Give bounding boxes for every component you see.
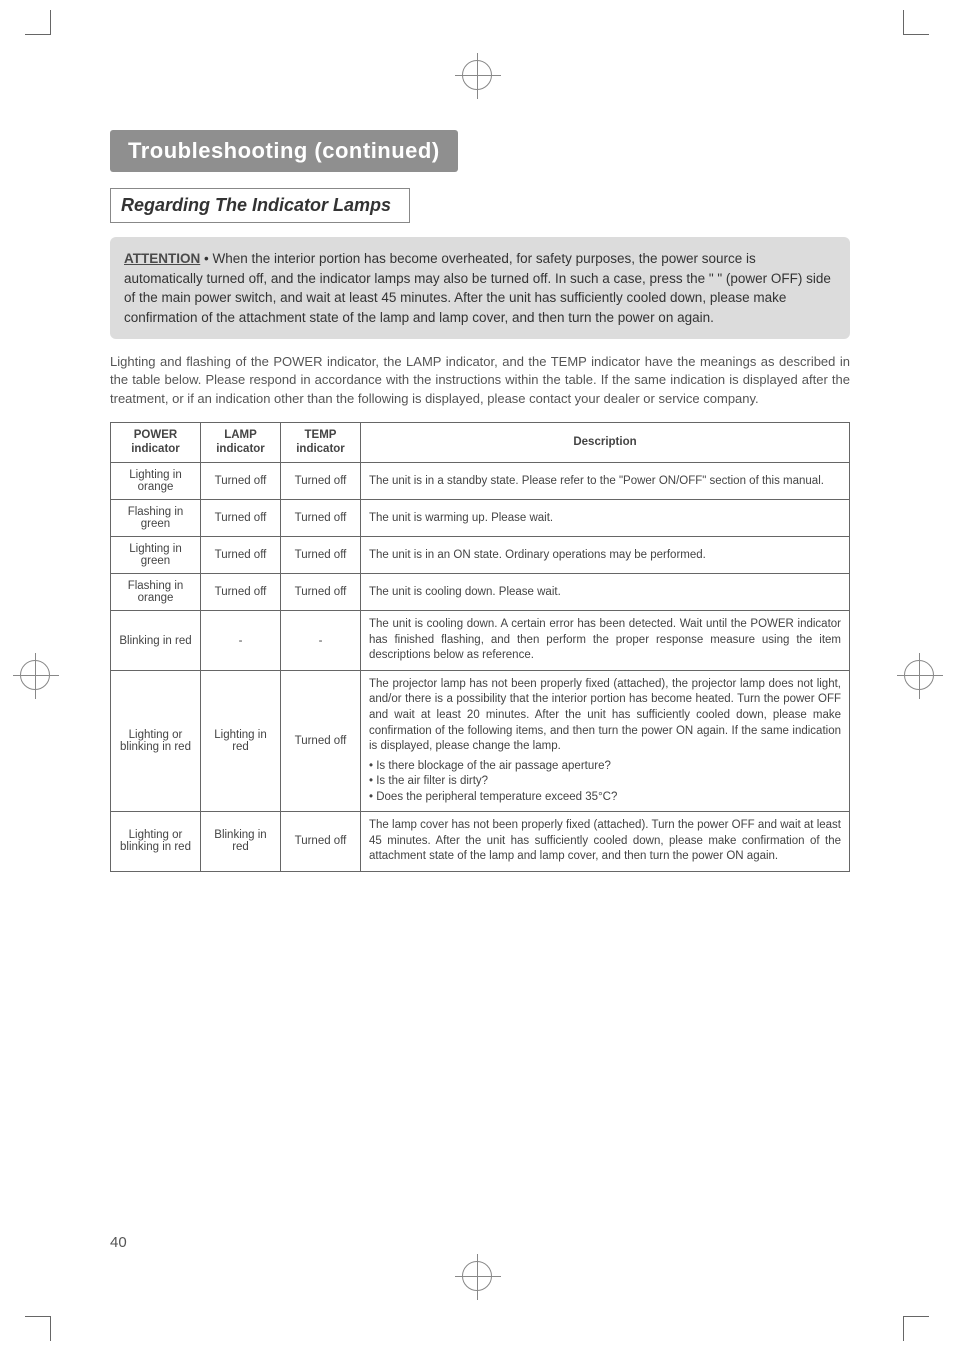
bullet-item: Does the peripheral temperature exceed 3… bbox=[369, 790, 841, 806]
registration-mark bbox=[20, 660, 50, 690]
cell-desc: The unit is cooling down. Please wait. bbox=[361, 574, 850, 611]
attention-text: • When the interior portion has become o… bbox=[124, 251, 831, 325]
crop-mark bbox=[25, 34, 50, 35]
crop-mark bbox=[25, 1316, 50, 1317]
table-row: Lighting in green Turned off Turned off … bbox=[111, 537, 850, 574]
table-row: Lighting or blinking in red Lighting in … bbox=[111, 670, 850, 811]
registration-mark bbox=[904, 660, 934, 690]
cell-power: Flashing in orange bbox=[111, 574, 201, 611]
cell-desc: The unit is warming up. Please wait. bbox=[361, 500, 850, 537]
section-title: Troubleshooting (continued) bbox=[110, 130, 458, 172]
cell-lamp: Turned off bbox=[201, 574, 281, 611]
cell-lamp: Turned off bbox=[201, 463, 281, 500]
bullet-item: Is there blockage of the air passage ape… bbox=[369, 759, 841, 775]
cell-desc: The unit is in an ON state. Ordinary ope… bbox=[361, 537, 850, 574]
bullet-item: Is the air filter is dirty? bbox=[369, 774, 841, 790]
table-row: Lighting in orange Turned off Turned off… bbox=[111, 463, 850, 500]
indicator-table: POWER indicator LAMP indicator TEMP indi… bbox=[110, 422, 850, 872]
crop-mark bbox=[903, 10, 904, 35]
cell-temp: Turned off bbox=[281, 537, 361, 574]
cell-desc: The projector lamp has not been properly… bbox=[361, 670, 850, 811]
cell-temp: Turned off bbox=[281, 670, 361, 811]
cell-power: Lighting or blinking in red bbox=[111, 812, 201, 872]
cell-power: Lighting in orange bbox=[111, 463, 201, 500]
cell-desc: The unit is cooling down. A certain erro… bbox=[361, 611, 850, 671]
cell-temp: Turned off bbox=[281, 574, 361, 611]
registration-mark bbox=[462, 60, 492, 90]
col-desc: Description bbox=[361, 422, 850, 463]
cell-temp: Turned off bbox=[281, 500, 361, 537]
cell-temp: Turned off bbox=[281, 463, 361, 500]
cell-lamp: Turned off bbox=[201, 537, 281, 574]
cell-desc: The lamp cover has not been properly fix… bbox=[361, 812, 850, 872]
table-row: Blinking in red - - The unit is cooling … bbox=[111, 611, 850, 671]
attention-box: ATTENTION • When the interior portion ha… bbox=[110, 237, 850, 339]
cell-lamp: Blinking in red bbox=[201, 812, 281, 872]
cell-desc: The unit is in a standby state. Please r… bbox=[361, 463, 850, 500]
table-header-row: POWER indicator LAMP indicator TEMP indi… bbox=[111, 422, 850, 463]
subtitle-text: Regarding The Indicator Lamps bbox=[121, 195, 391, 215]
col-power: POWER indicator bbox=[111, 422, 201, 463]
page-number: 40 bbox=[110, 1234, 127, 1251]
cell-lamp: - bbox=[201, 611, 281, 671]
cell-power: Blinking in red bbox=[111, 611, 201, 671]
crop-mark bbox=[50, 1316, 51, 1341]
cell-temp: Turned off bbox=[281, 812, 361, 872]
cell-lamp: Turned off bbox=[201, 500, 281, 537]
crop-mark bbox=[903, 1316, 904, 1341]
cell-desc-text: The projector lamp has not been properly… bbox=[369, 678, 841, 752]
cell-lamp: Lighting in red bbox=[201, 670, 281, 811]
cell-desc-bullets: Is there blockage of the air passage ape… bbox=[369, 759, 841, 806]
table-row: Lighting or blinking in red Blinking in … bbox=[111, 812, 850, 872]
cell-power: Flashing in green bbox=[111, 500, 201, 537]
col-temp: TEMP indicator bbox=[281, 422, 361, 463]
cell-power: Lighting in green bbox=[111, 537, 201, 574]
registration-mark bbox=[462, 1261, 492, 1291]
col-lamp: LAMP indicator bbox=[201, 422, 281, 463]
cell-temp: - bbox=[281, 611, 361, 671]
table-row: Flashing in orange Turned off Turned off… bbox=[111, 574, 850, 611]
crop-mark bbox=[50, 10, 51, 35]
crop-mark bbox=[904, 1316, 929, 1317]
intro-paragraph: Lighting and flashing of the POWER indic… bbox=[110, 353, 850, 408]
attention-label: ATTENTION bbox=[124, 251, 200, 266]
subtitle-box: Regarding The Indicator Lamps bbox=[110, 188, 410, 223]
page-content: Troubleshooting (continued) Regarding Th… bbox=[110, 130, 850, 872]
table-row: Flashing in green Turned off Turned off … bbox=[111, 500, 850, 537]
crop-mark bbox=[904, 34, 929, 35]
cell-power: Lighting or blinking in red bbox=[111, 670, 201, 811]
